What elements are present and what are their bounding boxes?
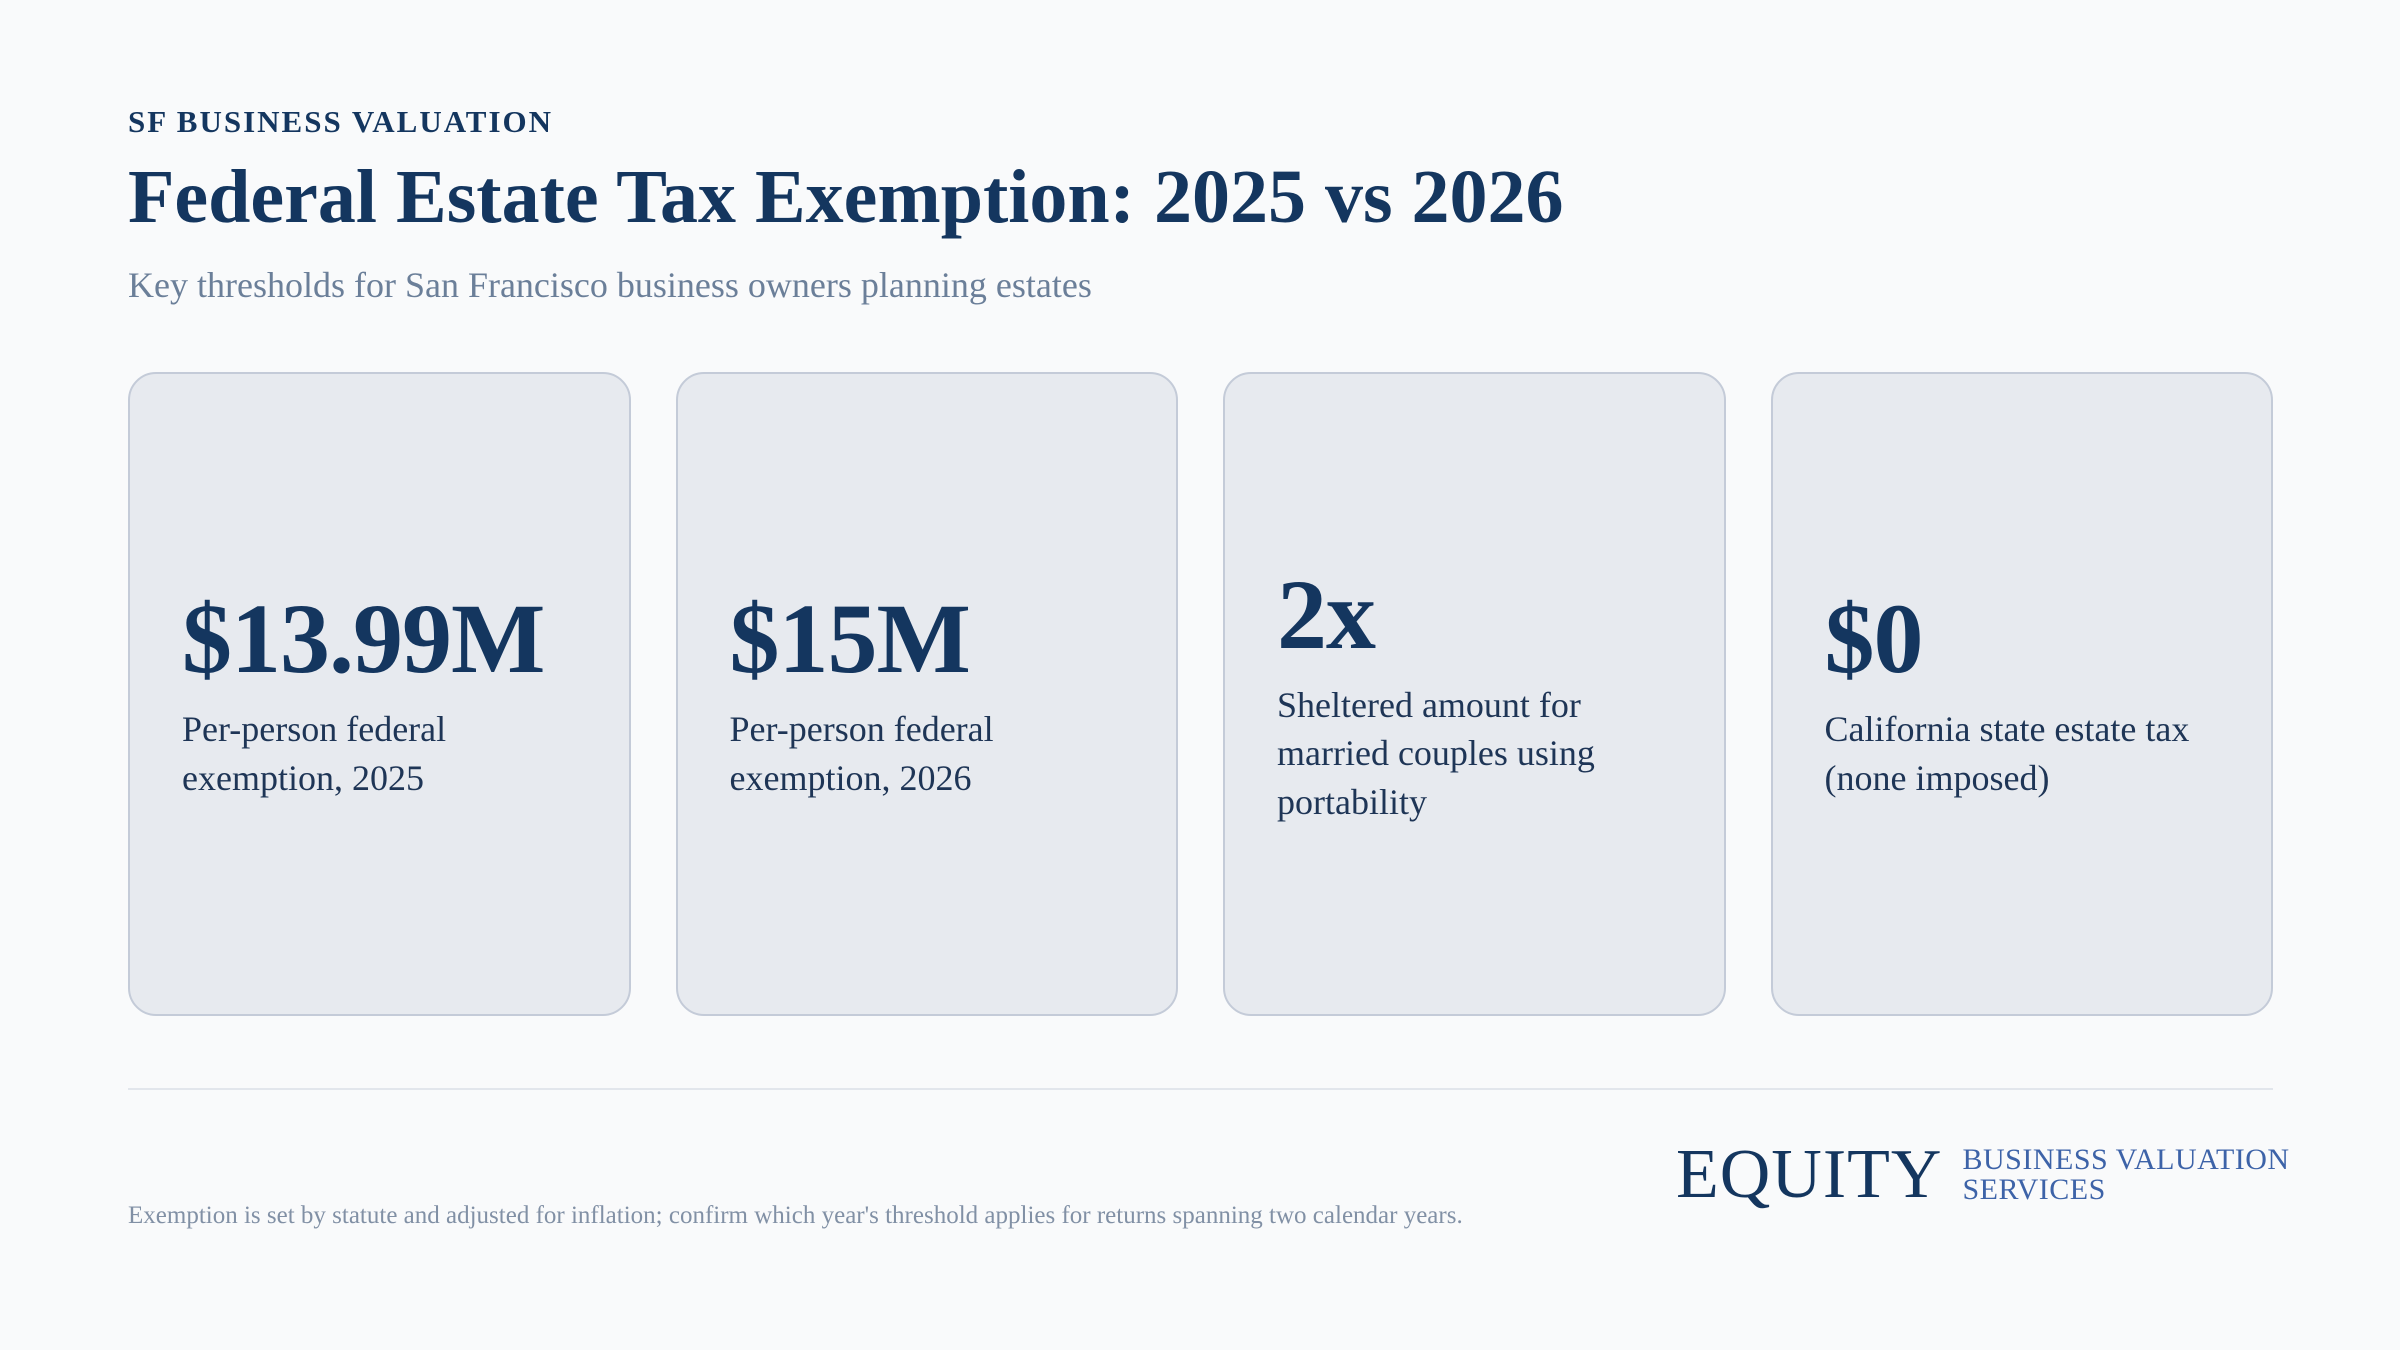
footnote: Exemption is set by statute and adjusted… (128, 1202, 1463, 1229)
stat-value: $13.99M (182, 582, 545, 694)
stat-card-california-tax: $0 California state estate tax (none imp… (1770, 372, 2273, 1016)
stat-card-portability: 2x Sheltered amount for married couples … (1223, 372, 1726, 1016)
stat-label: California state estate tax (none impose… (1824, 708, 2190, 798)
stat-card-2026-exemption: $15M Per-person federal exemption, 2026 (675, 372, 1178, 1016)
stat-value: 2x (1277, 558, 1376, 670)
logo-tagline-line2: SERVICES (1962, 1173, 2106, 1206)
eyebrow-label: SF BUSINESS VALUATION (128, 104, 554, 139)
logo-wordmark: EQUITY (1676, 1136, 1943, 1213)
page-subtitle: Key thresholds for San Francisco busines… (128, 265, 1092, 305)
stat-label: Per-person federal exemption, 2025 (182, 708, 447, 798)
stat-value: $15M (729, 582, 971, 694)
stat-label: Per-person federal exemption, 2026 (729, 708, 994, 798)
stat-cards: $13.99M Per-person federal exemption, 20… (128, 372, 2273, 1016)
page-title: Federal Estate Tax Exemption: 2025 vs 20… (128, 155, 1564, 239)
logo-tagline-line1: BUSINESS VALUATION (1962, 1143, 2290, 1176)
stat-value: $0 (1824, 582, 1924, 694)
footer-divider (128, 1088, 2273, 1090)
logo-tagline: BUSINESS VALUATION SERVICES (1962, 1145, 2289, 1205)
stat-label: Sheltered amount for married couples usi… (1277, 684, 1595, 822)
company-logo: EQUITY BUSINESS VALUATION SERVICES (1676, 1140, 2290, 1210)
stat-card-2025-exemption: $13.99M Per-person federal exemption, 20… (128, 372, 631, 1016)
